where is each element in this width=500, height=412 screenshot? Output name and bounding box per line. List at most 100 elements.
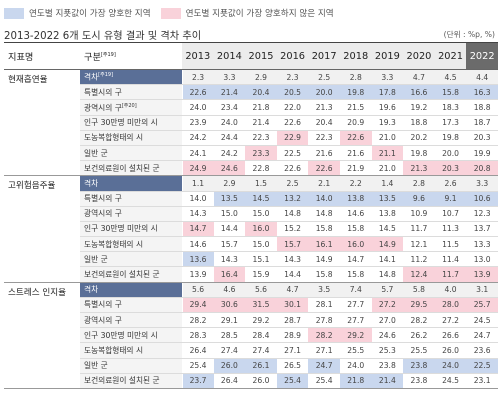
row-label-text: 특별시의 구 bbox=[84, 300, 122, 310]
row-label-text: 보건의료원이 설치된 군 bbox=[84, 270, 160, 280]
row-label: 도농복합형태의 시 bbox=[80, 236, 183, 253]
header-type-note-text: 주19 bbox=[102, 51, 114, 58]
table-cell: 26.1 bbox=[245, 358, 277, 374]
table-cell: 23.3 bbox=[245, 145, 277, 162]
row-label: 보건의료원이 설치된 군 bbox=[80, 266, 183, 283]
row-label-text: 보건의료원이 설치된 군 bbox=[84, 376, 160, 386]
table-cell: 4.5 bbox=[434, 69, 467, 86]
table-cell: 12.3 bbox=[466, 206, 498, 222]
table-cell: 13.9 bbox=[466, 266, 498, 283]
table-row: 인구 30만명 미만의 시 28.3 28.5 28.4 28.9 28.2 29.2 24.… bbox=[4, 327, 498, 344]
header-year-2015: 2015 bbox=[245, 42, 277, 70]
table-cell: 1.1 bbox=[182, 175, 214, 192]
table-cell: 14.4 bbox=[276, 266, 309, 283]
table-cell: 11.2 bbox=[403, 251, 435, 268]
unit-label: (단위 : %p, %) bbox=[443, 30, 495, 39]
table-cell: 28.2 bbox=[182, 312, 214, 329]
table-row: 인구 30만명 미만의 시 23.9 24.0 21.4 22.6 20.4 20.9 19.… bbox=[4, 115, 498, 131]
table-cell: 22.5 bbox=[466, 358, 498, 374]
table-cell: 15.7 bbox=[213, 236, 246, 253]
table-cell: 14.0 bbox=[182, 191, 214, 207]
table-cell: 23.4 bbox=[213, 99, 246, 116]
table-cell: 23.1 bbox=[466, 373, 498, 389]
row-label-text: 도농복합형태의 시 bbox=[84, 345, 144, 355]
row-label-text: 인구 30만명 미만의 시 bbox=[84, 330, 158, 340]
table-cell: 21.8 bbox=[245, 99, 277, 116]
table-cell: 20.0 bbox=[308, 84, 340, 101]
table-cell: 27.1 bbox=[308, 342, 340, 359]
table-cell: 24.2 bbox=[182, 130, 214, 146]
table-cell: 19.8 bbox=[434, 130, 467, 146]
table-cell: 21.9 bbox=[339, 160, 372, 177]
table-cell: 21.5 bbox=[339, 99, 372, 116]
table-cell: 27.4 bbox=[213, 342, 246, 359]
row-label: 광역시의 구 bbox=[80, 206, 183, 222]
table-cell: 24.0 bbox=[182, 99, 214, 116]
table-cell: 4.4 bbox=[466, 69, 498, 86]
table-cell: 29.2 bbox=[339, 327, 372, 344]
header-year-2020: 2020 bbox=[403, 42, 435, 70]
table-cell: 27.1 bbox=[276, 342, 309, 359]
table-cell: 3.3 bbox=[213, 69, 246, 86]
table-cell: 26.4 bbox=[182, 342, 214, 359]
table-cell: 15.8 bbox=[434, 84, 467, 101]
table-cell: 2.9 bbox=[245, 69, 277, 86]
table-cell: 19.6 bbox=[371, 99, 404, 116]
table-cell: 20.9 bbox=[339, 115, 372, 131]
table-cell: 24.0 bbox=[339, 358, 372, 374]
table-cell: 11.5 bbox=[434, 236, 467, 253]
table-cell: 13.9 bbox=[182, 266, 214, 283]
table-cell: 28.3 bbox=[182, 327, 214, 344]
table-cell: 26.4 bbox=[213, 373, 246, 389]
table-cell: 13.8 bbox=[371, 206, 404, 222]
table-cell: 14.8 bbox=[276, 206, 309, 222]
legend: 연도별 지푯값이 가장 양호한 지역 연도별 지푯값이 가장 양호하지 않은 지… bbox=[4, 3, 344, 23]
table-cell: 29.2 bbox=[245, 312, 277, 329]
table-cell: 11.7 bbox=[403, 221, 435, 238]
table-cell: 25.7 bbox=[466, 297, 498, 314]
table-cell: 19.9 bbox=[466, 145, 498, 162]
table-cell: 24.4 bbox=[213, 130, 246, 146]
row-label: 특별시의 구 bbox=[80, 84, 183, 101]
table-cell: 22.6 bbox=[276, 115, 309, 131]
table-cell: 27.2 bbox=[434, 312, 467, 329]
indicator-name: 스트레스 인지율 bbox=[4, 282, 80, 389]
table-cell: 22.6 bbox=[276, 160, 309, 177]
row-label-text: 광역시의 구 bbox=[84, 315, 122, 325]
table-cell: 21.0 bbox=[371, 130, 404, 146]
table-cell: 19.3 bbox=[371, 115, 404, 131]
table-cell: 26.2 bbox=[403, 327, 435, 344]
table-cell: 23.8 bbox=[371, 358, 404, 374]
table-cell: 14.8 bbox=[371, 266, 404, 283]
table-cell: 12.1 bbox=[403, 236, 435, 253]
row-label-note-text: 주20 bbox=[123, 102, 135, 109]
table-cell: 2.9 bbox=[213, 175, 246, 192]
table-cell: 2.1 bbox=[308, 175, 340, 192]
table-cell: 13.2 bbox=[276, 191, 309, 207]
table-row: 스트레스 인지율 격차 5.6 4.6 5.6 4.7 3.5 7.4 5.7 5.8 4.0 3.1 bbox=[4, 282, 498, 389]
table-cell: 3.3 bbox=[371, 69, 404, 86]
row-label-note: [주19] bbox=[98, 72, 114, 79]
header-year-2013: 2013 bbox=[182, 42, 214, 70]
table-row: 도농복합형태의 시 24.2 24.4 22.3 22.9 22.3 22.6 21.0 20.… bbox=[4, 130, 498, 146]
table-row: 보건의료원이 설치된 군 13.9 16.4 15.9 14.4 15.8 15.8 14.8… bbox=[4, 266, 498, 283]
row-label-text: 일반 군 bbox=[84, 361, 108, 371]
table-cell: 12.4 bbox=[403, 266, 435, 283]
table-cell: 16.1 bbox=[308, 236, 340, 253]
table-cell: 27.0 bbox=[371, 312, 404, 329]
table-cell: 2.8 bbox=[339, 69, 372, 86]
table-cell: 24.5 bbox=[434, 373, 467, 389]
table-cell: 10.9 bbox=[403, 206, 435, 222]
table-cell: 29.1 bbox=[213, 312, 246, 329]
table-cell: 14.5 bbox=[371, 221, 404, 238]
table-cell: 26.5 bbox=[276, 358, 309, 374]
table-cell: 25.3 bbox=[371, 342, 404, 359]
table-row: 특별시의 구 22.6 21.4 20.4 20.5 20.0 19.8 17.8 16.6 15… bbox=[4, 84, 498, 101]
table-cell: 14.0 bbox=[308, 191, 340, 207]
table-cell: 21.1 bbox=[371, 145, 404, 162]
row-label-text: 인구 30만명 미만의 시 bbox=[84, 224, 158, 234]
row-label-text: 격차 bbox=[84, 178, 99, 188]
table-cell: 4.7 bbox=[276, 282, 309, 298]
table-cell: 22.8 bbox=[245, 160, 277, 177]
table-cell: 24.0 bbox=[213, 115, 246, 131]
